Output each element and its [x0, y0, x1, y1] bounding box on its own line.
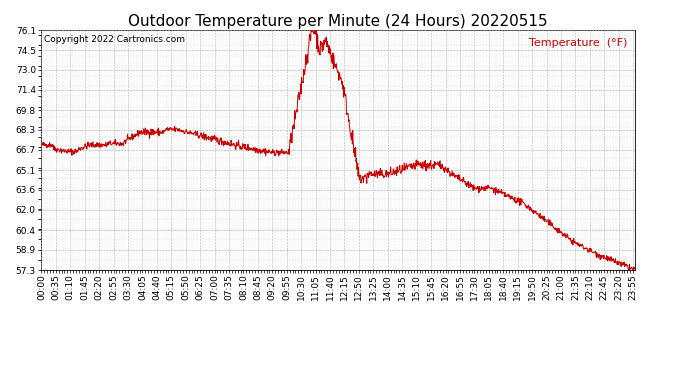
Legend: Temperature  (°F): Temperature (°F) — [526, 36, 629, 50]
Title: Outdoor Temperature per Minute (24 Hours) 20220515: Outdoor Temperature per Minute (24 Hours… — [128, 14, 548, 29]
Text: Copyright 2022 Cartronics.com: Copyright 2022 Cartronics.com — [44, 35, 186, 44]
